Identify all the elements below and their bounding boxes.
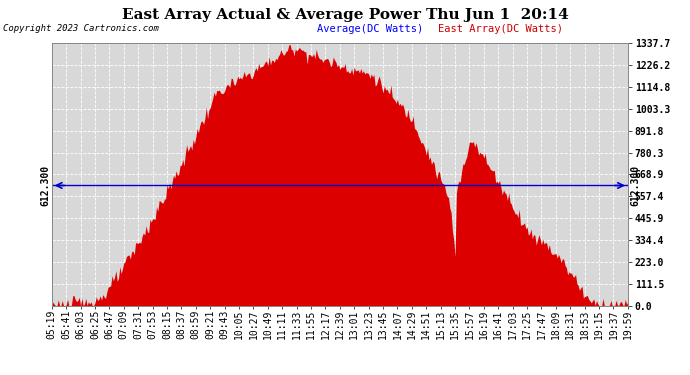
Text: Average(DC Watts): Average(DC Watts) (317, 24, 424, 34)
Text: 612.300: 612.300 (631, 165, 641, 206)
Text: East Array Actual & Average Power Thu Jun 1  20:14: East Array Actual & Average Power Thu Ju… (121, 8, 569, 22)
Text: Copyright 2023 Cartronics.com: Copyright 2023 Cartronics.com (3, 24, 159, 33)
Text: East Array(DC Watts): East Array(DC Watts) (438, 24, 563, 34)
Text: 612.300: 612.300 (41, 165, 50, 206)
